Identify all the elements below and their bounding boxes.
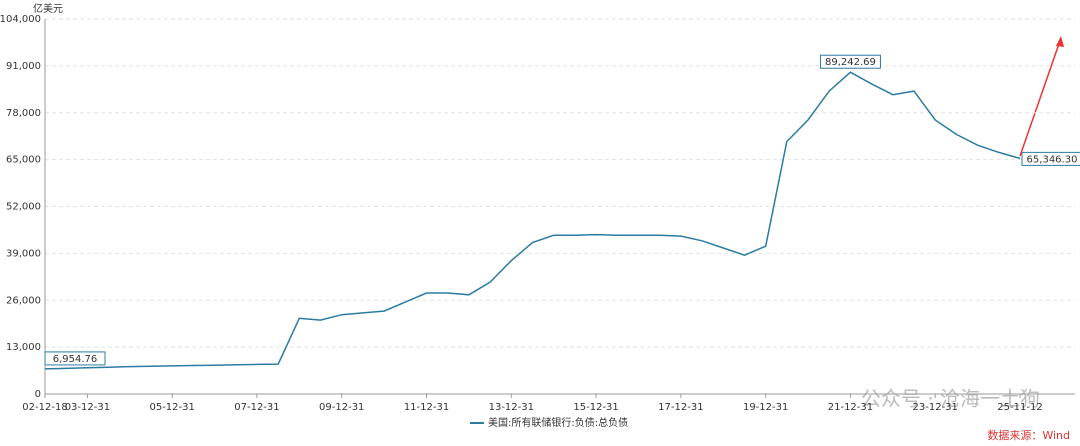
x-tick-label: 13-12-31	[489, 402, 534, 413]
x-tick-label: 11-12-31	[404, 402, 449, 413]
x-tick-label: 09-12-31	[319, 402, 364, 413]
y-tick-label: 91,000	[6, 61, 41, 72]
source: 数据来源：Wind	[987, 428, 1070, 442]
x-tick-label: 19-12-31	[743, 402, 788, 413]
x-tick-label: 03-12-31	[65, 402, 110, 413]
y-tick-label: 65,000	[6, 155, 41, 166]
y-unit: 亿美元	[33, 2, 63, 15]
y-tick-label: 78,000	[6, 108, 41, 119]
arrow	[1019, 37, 1062, 157]
legend-label: 美国:所有联储银行:负债:总负债	[488, 416, 628, 429]
value-label: 6,954.76	[53, 354, 98, 365]
x-tick-label: 17-12-31	[658, 402, 703, 413]
x-tick-label: 25-11-12	[997, 402, 1042, 413]
value-label: 65,346.30	[1027, 154, 1078, 165]
x-tick-label: 05-12-31	[149, 402, 194, 413]
value-label: 89,242.69	[825, 57, 876, 68]
watermark: 公众号 · 沧海一土狗	[861, 387, 1040, 411]
x-tick-label: 15-12-31	[573, 402, 618, 413]
arrow-head	[1056, 36, 1064, 47]
x-tick-label: 07-12-31	[234, 402, 279, 413]
value-label-box	[1021, 151, 1080, 166]
line-series	[44, 71, 1021, 370]
x-tick-label: 21-12-31	[828, 402, 873, 413]
value-label-box	[819, 54, 881, 69]
y-tick-label: 104,000	[0, 14, 41, 25]
value-label-box	[44, 351, 106, 366]
x-tick-label: 23-12-31	[913, 402, 958, 413]
y-tick-label: 39,000	[6, 248, 41, 259]
y-tick-label: 13,000	[6, 342, 41, 353]
y-tick-label: 0	[35, 389, 41, 400]
y-tick-label: 26,000	[6, 295, 41, 306]
y-tick-label: 52,000	[6, 202, 41, 213]
x-tick-label: 02-12-18	[22, 402, 67, 413]
